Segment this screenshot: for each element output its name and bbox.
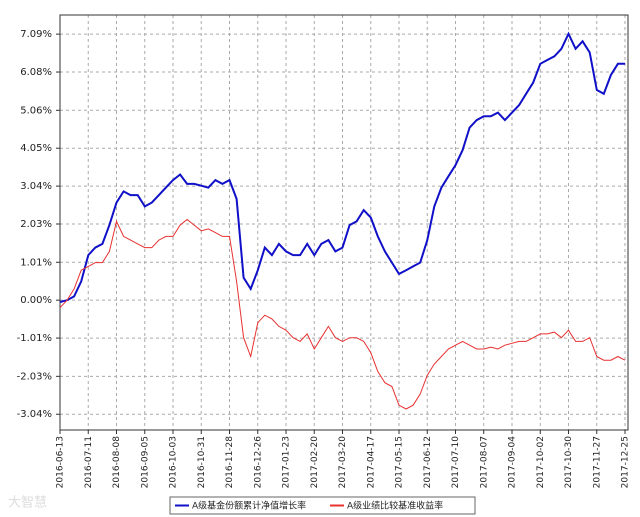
x-tick-label: 2017-11-27 <box>592 436 602 488</box>
x-tick-label: 2017-02-20 <box>310 436 320 489</box>
series-line <box>59 218 626 410</box>
plot-frame <box>59 14 629 431</box>
x-tick-label: 2017-01-23 <box>282 436 292 488</box>
y-tick-label: 5.06% <box>20 105 52 116</box>
x-tick-label: 2017-09-04 <box>508 436 518 489</box>
y-tick-label: -3.04% <box>17 409 52 420</box>
x-tick-label: 2017-03-20 <box>338 436 348 489</box>
y-tick-label: 1.01% <box>20 257 52 268</box>
y-tick-label: 0.00% <box>20 295 52 306</box>
y-tick-label: 3.04% <box>20 181 52 192</box>
x-tick-label: 2016-08-08 <box>112 436 122 489</box>
x-tick-label: 2017-05-15 <box>395 436 405 488</box>
x-tick-label: 2016-10-03 <box>169 436 179 488</box>
y-tick-label: 2.03% <box>20 219 52 230</box>
legend-box <box>169 496 476 515</box>
x-tick-label: 2016-12-26 <box>253 436 263 489</box>
y-tick-label: -2.03% <box>17 371 52 382</box>
x-tick-label: 2017-10-02 <box>536 436 546 488</box>
y-tick-label: -1.01% <box>17 333 52 344</box>
x-tick-label: 2017-07-10 <box>451 436 461 489</box>
x-tick-label: 2016-07-11 <box>84 436 94 488</box>
x-tick-label: 2016-10-31 <box>197 436 207 488</box>
x-tick-label: 2017-12-25 <box>621 436 631 488</box>
legend-label: A级业绩比较基准收益率 <box>347 500 443 512</box>
y-tick-label: 4.05% <box>20 143 52 154</box>
x-tick-label: 2016-06-13 <box>56 436 66 488</box>
watermark: 大智慧 <box>8 495 47 511</box>
series-line <box>59 31 625 303</box>
x-tick-label: 2016-09-05 <box>140 436 150 488</box>
legend-label: A级基金份额累计净值增长率 <box>192 500 306 512</box>
x-tick-label: 2017-08-07 <box>479 436 489 488</box>
x-tick-label: 2017-10-30 <box>564 436 574 489</box>
y-tick-label: 6.08% <box>20 67 52 78</box>
y-tick-label: 7.09% <box>20 29 52 40</box>
x-tick-label: 2016-11-28 <box>225 436 235 489</box>
x-tick-label: 2017-06-12 <box>423 436 433 488</box>
x-tick-label: 2017-04-17 <box>366 436 376 488</box>
